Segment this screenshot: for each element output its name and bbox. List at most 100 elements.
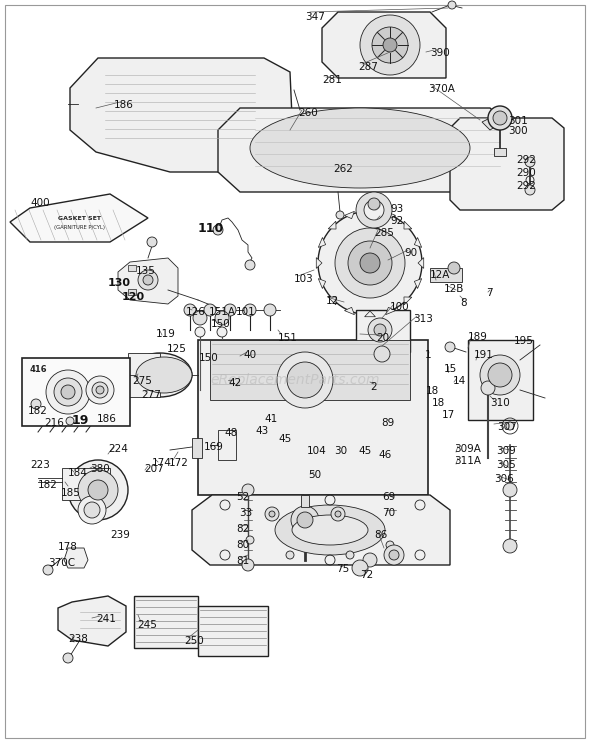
Text: 370C: 370C — [48, 558, 75, 568]
Circle shape — [335, 228, 405, 298]
Text: 46: 46 — [378, 450, 391, 460]
Circle shape — [291, 506, 319, 534]
Circle shape — [217, 327, 227, 337]
Text: 238: 238 — [68, 634, 88, 644]
Text: 169: 169 — [204, 442, 224, 452]
Bar — [468, 340, 533, 420]
Text: 14: 14 — [453, 376, 466, 386]
Text: 42: 42 — [228, 378, 241, 388]
Text: 92: 92 — [390, 216, 403, 226]
Text: 45: 45 — [278, 434, 291, 444]
Circle shape — [277, 352, 333, 408]
Polygon shape — [418, 258, 424, 268]
Text: 262: 262 — [333, 164, 353, 174]
Text: 89: 89 — [381, 418, 394, 428]
Ellipse shape — [275, 505, 385, 555]
Circle shape — [224, 304, 236, 316]
Text: 285: 285 — [374, 228, 394, 238]
Bar — [128, 289, 136, 295]
Ellipse shape — [128, 353, 192, 397]
Text: 41: 41 — [264, 414, 277, 424]
Circle shape — [386, 541, 394, 549]
Bar — [128, 353, 160, 397]
Circle shape — [503, 483, 517, 497]
Text: 310: 310 — [490, 398, 510, 408]
Text: 120: 120 — [122, 292, 145, 302]
Circle shape — [318, 211, 422, 315]
Text: 390: 390 — [430, 48, 450, 58]
Circle shape — [244, 304, 256, 316]
Circle shape — [242, 484, 254, 496]
Circle shape — [363, 553, 377, 567]
Text: 18: 18 — [432, 398, 445, 408]
Bar — [430, 268, 462, 282]
Polygon shape — [328, 221, 336, 229]
Text: 90: 90 — [404, 248, 417, 258]
Polygon shape — [404, 221, 412, 229]
Text: 207: 207 — [144, 464, 164, 474]
Polygon shape — [414, 238, 422, 247]
Circle shape — [360, 253, 380, 273]
Text: 150: 150 — [211, 319, 231, 329]
Text: 100: 100 — [390, 302, 409, 312]
Circle shape — [372, 27, 408, 63]
Circle shape — [213, 225, 223, 235]
Text: 347: 347 — [305, 12, 325, 22]
Text: 309: 309 — [496, 446, 516, 456]
Text: 75: 75 — [336, 564, 349, 574]
Text: 172: 172 — [169, 458, 189, 468]
Circle shape — [264, 304, 276, 316]
Circle shape — [503, 539, 517, 553]
Circle shape — [46, 370, 90, 414]
Circle shape — [242, 559, 254, 571]
Circle shape — [78, 470, 118, 510]
Circle shape — [352, 560, 368, 576]
Text: 119: 119 — [156, 329, 176, 339]
Text: 135: 135 — [136, 266, 156, 276]
Bar — [134, 596, 198, 648]
Text: 174: 174 — [152, 458, 172, 468]
Text: 260: 260 — [298, 108, 318, 118]
Text: 43: 43 — [255, 426, 268, 436]
Polygon shape — [450, 118, 564, 210]
Text: 151A: 151A — [209, 307, 236, 317]
Circle shape — [384, 545, 404, 565]
Circle shape — [43, 565, 53, 575]
Bar — [128, 265, 136, 271]
Bar — [301, 495, 309, 507]
Text: 307: 307 — [497, 422, 517, 432]
Polygon shape — [318, 279, 326, 288]
Text: 191: 191 — [474, 350, 494, 360]
Text: 2: 2 — [370, 382, 376, 392]
Text: 224: 224 — [108, 444, 128, 454]
Text: 69: 69 — [382, 492, 395, 502]
Circle shape — [348, 241, 392, 285]
Bar — [192, 438, 202, 458]
Circle shape — [245, 260, 255, 270]
Polygon shape — [118, 258, 178, 304]
Text: 150: 150 — [199, 353, 219, 363]
Text: 17: 17 — [442, 410, 455, 420]
Bar — [494, 148, 506, 156]
Text: 104: 104 — [307, 446, 327, 456]
Circle shape — [265, 507, 279, 521]
Text: 309A: 309A — [454, 444, 481, 454]
Circle shape — [525, 185, 535, 195]
Polygon shape — [365, 210, 375, 215]
Circle shape — [195, 327, 205, 337]
Circle shape — [374, 346, 390, 362]
Ellipse shape — [136, 357, 192, 393]
Polygon shape — [64, 548, 88, 568]
Text: 301: 301 — [508, 116, 527, 126]
Circle shape — [383, 38, 397, 52]
Circle shape — [364, 200, 384, 220]
Text: 239: 239 — [110, 530, 130, 540]
Text: 151: 151 — [278, 333, 298, 343]
Circle shape — [31, 399, 41, 409]
Bar — [218, 430, 236, 460]
Text: 416: 416 — [30, 365, 48, 374]
Text: 1: 1 — [425, 350, 432, 360]
Circle shape — [78, 496, 106, 524]
Polygon shape — [58, 596, 126, 646]
Text: 185: 185 — [61, 488, 81, 498]
